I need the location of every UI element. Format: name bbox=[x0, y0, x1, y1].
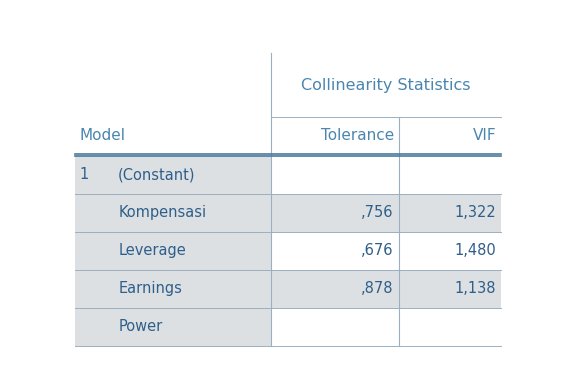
Text: Tolerance: Tolerance bbox=[320, 127, 394, 143]
Text: ,676: ,676 bbox=[361, 243, 394, 258]
Text: Earnings: Earnings bbox=[118, 281, 182, 296]
Bar bbox=[75, 156, 271, 194]
Text: Model: Model bbox=[80, 127, 126, 143]
Bar bbox=[271, 194, 501, 232]
Text: 1,322: 1,322 bbox=[455, 205, 496, 220]
Bar bbox=[75, 270, 271, 308]
Text: 1,480: 1,480 bbox=[455, 243, 496, 258]
Bar bbox=[271, 232, 501, 270]
Text: Collinearity Statistics: Collinearity Statistics bbox=[301, 78, 471, 93]
Text: Power: Power bbox=[118, 319, 162, 334]
Text: 1: 1 bbox=[80, 167, 89, 182]
Text: Kompensasi: Kompensasi bbox=[118, 205, 206, 220]
Bar bbox=[75, 232, 271, 270]
Bar bbox=[271, 156, 501, 194]
Bar bbox=[75, 194, 271, 232]
Bar bbox=[75, 308, 271, 346]
Text: VIF: VIF bbox=[473, 127, 496, 143]
Bar bbox=[75, 53, 501, 156]
Bar bbox=[271, 270, 501, 308]
Text: ,756: ,756 bbox=[361, 205, 394, 220]
Text: Leverage: Leverage bbox=[118, 243, 186, 258]
Text: 1,138: 1,138 bbox=[455, 281, 496, 296]
Text: ,878: ,878 bbox=[361, 281, 394, 296]
Text: (Constant): (Constant) bbox=[118, 167, 196, 182]
Bar bbox=[271, 308, 501, 346]
